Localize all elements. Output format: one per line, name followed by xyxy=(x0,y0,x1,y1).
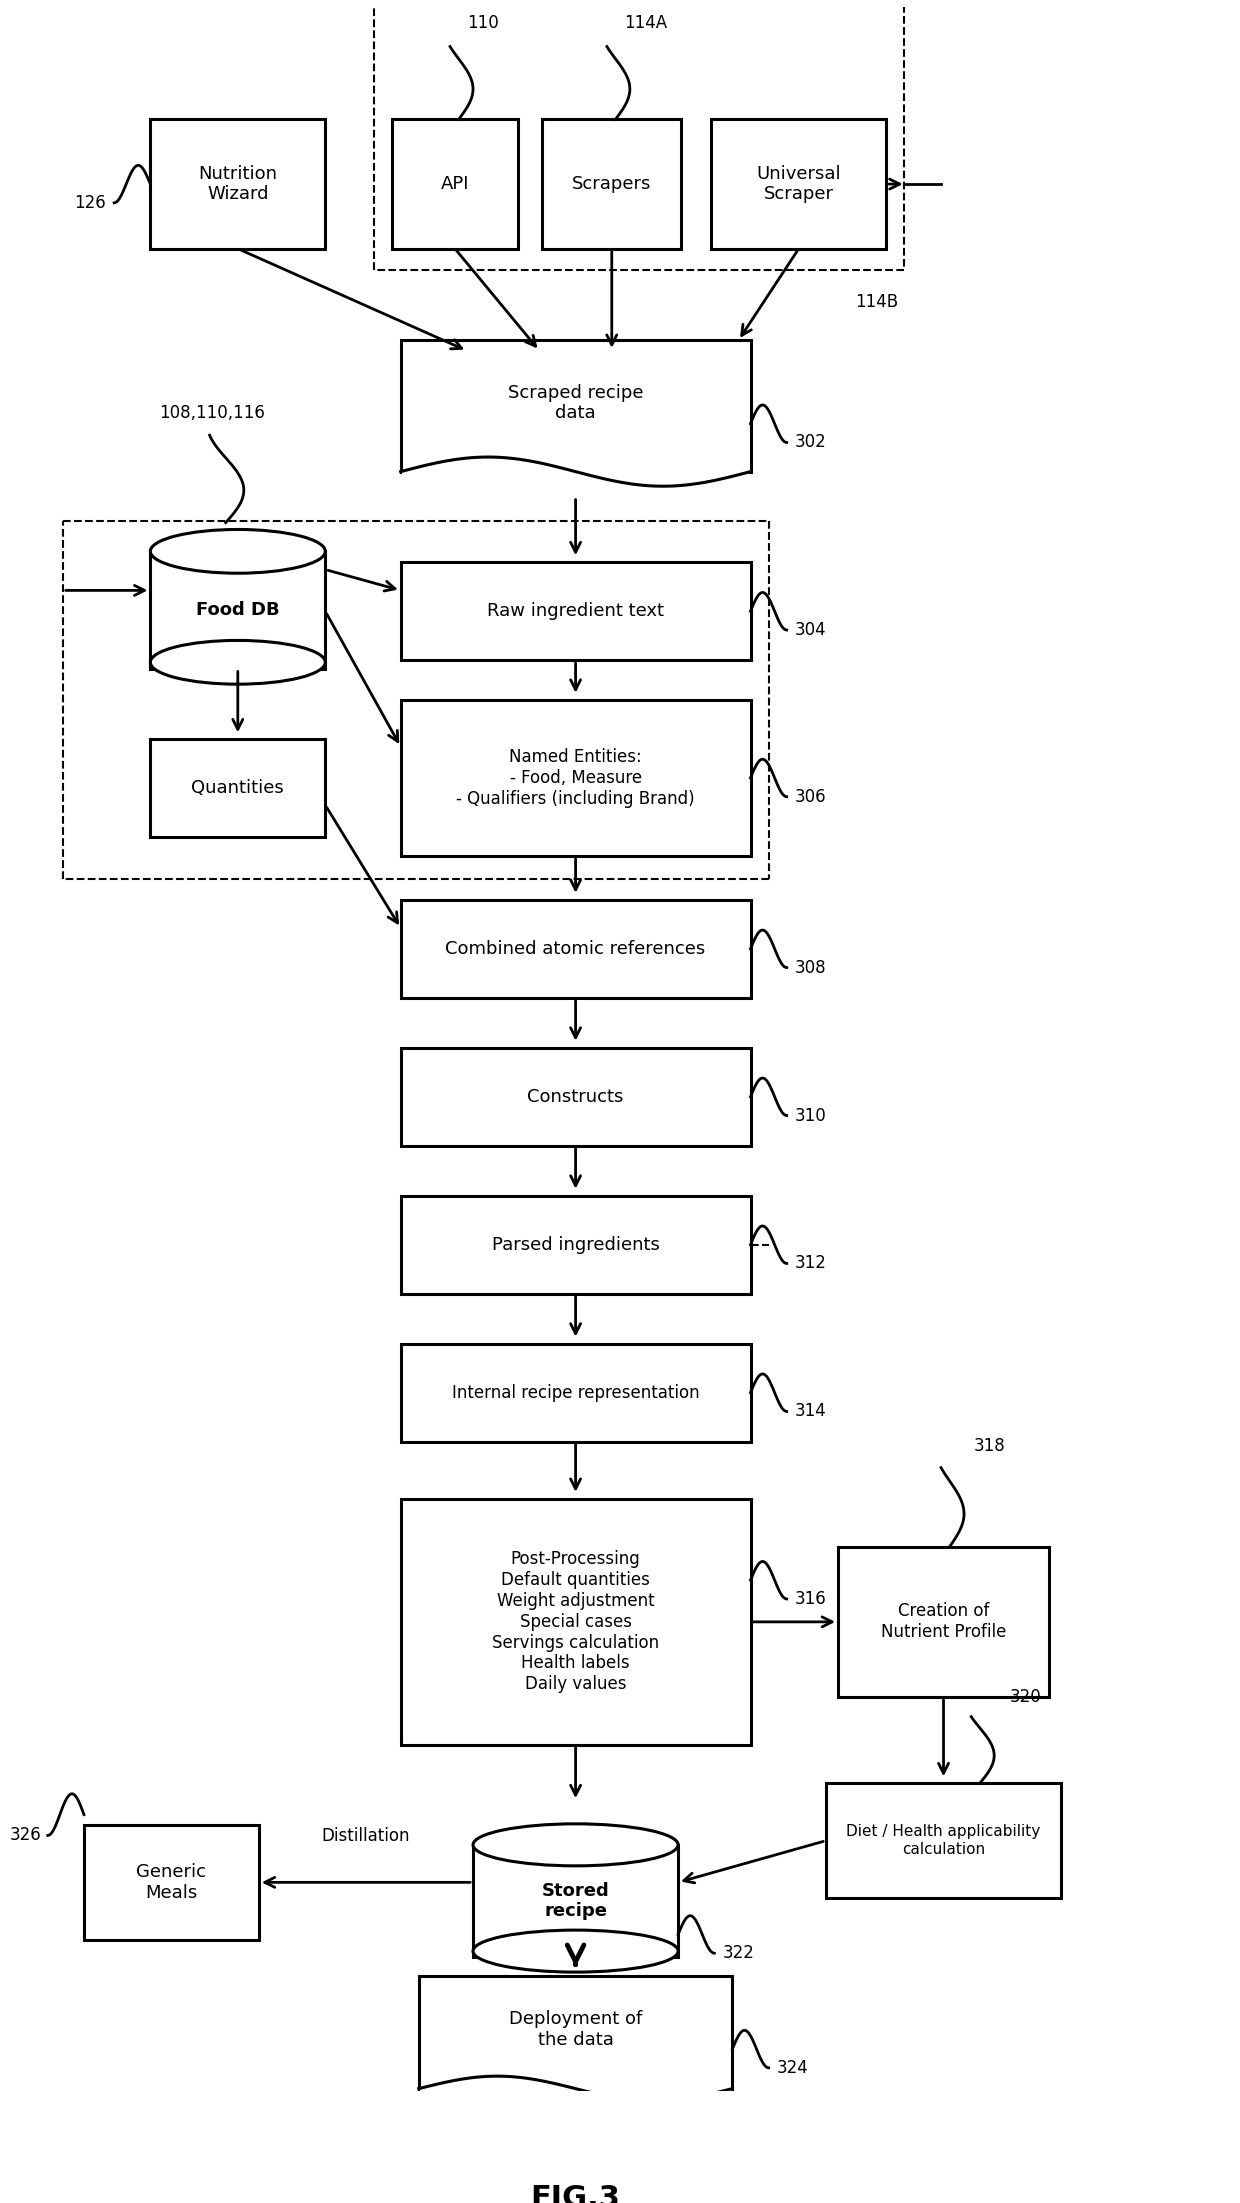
Bar xyxy=(826,1784,1061,1899)
Text: Scrapers: Scrapers xyxy=(572,174,651,194)
Text: Named Entities:
- Food, Measure
- Qualifiers (including Brand): Named Entities: - Food, Measure - Qualif… xyxy=(456,749,694,809)
Text: Food DB: Food DB xyxy=(196,601,279,619)
Bar xyxy=(542,119,681,249)
Bar xyxy=(150,551,325,668)
Bar xyxy=(419,1976,733,2088)
Text: Generic
Meals: Generic Meals xyxy=(136,1864,206,1901)
Bar xyxy=(392,119,518,249)
Text: Creation of
Nutrient Profile: Creation of Nutrient Profile xyxy=(880,1602,1006,1641)
Text: Combined atomic references: Combined atomic references xyxy=(445,941,706,958)
Text: Internal recipe representation: Internal recipe representation xyxy=(451,1383,699,1401)
Bar xyxy=(401,1049,750,1146)
Text: Stored
recipe: Stored recipe xyxy=(542,1881,609,1921)
Text: Diet / Health applicability
calculation: Diet / Health applicability calculation xyxy=(847,1824,1040,1857)
Text: 322: 322 xyxy=(723,1945,755,1963)
Text: FIG.3: FIG.3 xyxy=(531,2185,620,2203)
Text: 304: 304 xyxy=(795,621,827,639)
Text: 310: 310 xyxy=(795,1106,827,1124)
Text: 312: 312 xyxy=(795,1254,827,1273)
Text: 318: 318 xyxy=(973,1436,1006,1456)
Text: Nutrition
Wizard: Nutrition Wizard xyxy=(198,165,278,203)
Text: 308: 308 xyxy=(795,958,827,976)
Text: Constructs: Constructs xyxy=(527,1088,624,1106)
Text: Quantities: Quantities xyxy=(191,780,284,797)
Bar xyxy=(401,1498,750,1745)
Text: Post-Processing
Default quantities
Weight adjustment
Special cases
Servings calc: Post-Processing Default quantities Weigh… xyxy=(492,1551,660,1694)
Bar xyxy=(712,119,887,249)
Bar xyxy=(150,740,325,837)
Text: 302: 302 xyxy=(795,434,827,452)
Ellipse shape xyxy=(472,1824,678,1866)
Text: API: API xyxy=(440,174,469,194)
Text: Distillation: Distillation xyxy=(321,1826,410,1844)
Text: Raw ingredient text: Raw ingredient text xyxy=(487,601,665,621)
Bar xyxy=(402,469,749,487)
Text: 324: 324 xyxy=(777,2060,808,2077)
Bar xyxy=(154,538,321,564)
Bar xyxy=(150,119,325,249)
Text: Scraped recipe
data: Scraped recipe data xyxy=(508,383,644,423)
Bar xyxy=(84,1824,259,1939)
Text: 314: 314 xyxy=(795,1403,827,1421)
Bar xyxy=(838,1547,1049,1696)
Bar xyxy=(476,1833,675,1857)
Bar xyxy=(401,701,750,857)
Text: 320: 320 xyxy=(1009,1687,1042,1707)
Text: 126: 126 xyxy=(74,194,105,211)
Bar xyxy=(401,1196,750,1293)
Text: 326: 326 xyxy=(10,1826,42,1844)
Bar xyxy=(401,899,750,998)
Text: 108,110,116: 108,110,116 xyxy=(160,405,265,423)
Bar xyxy=(401,339,750,471)
Text: 110: 110 xyxy=(467,13,498,33)
Text: Universal
Scraper: Universal Scraper xyxy=(756,165,841,203)
Ellipse shape xyxy=(472,1930,678,1972)
Text: 114B: 114B xyxy=(856,293,898,311)
Text: 316: 316 xyxy=(795,1591,827,1608)
Bar xyxy=(401,562,750,661)
Text: Deployment of
the data: Deployment of the data xyxy=(508,2011,642,2049)
Text: 114A: 114A xyxy=(624,13,667,33)
Ellipse shape xyxy=(150,641,325,685)
Ellipse shape xyxy=(150,529,325,573)
Text: Parsed ingredients: Parsed ingredients xyxy=(491,1236,660,1254)
Text: 306: 306 xyxy=(795,789,827,806)
Bar xyxy=(420,2088,732,2102)
Bar xyxy=(472,1844,678,1956)
Bar xyxy=(401,1344,750,1441)
